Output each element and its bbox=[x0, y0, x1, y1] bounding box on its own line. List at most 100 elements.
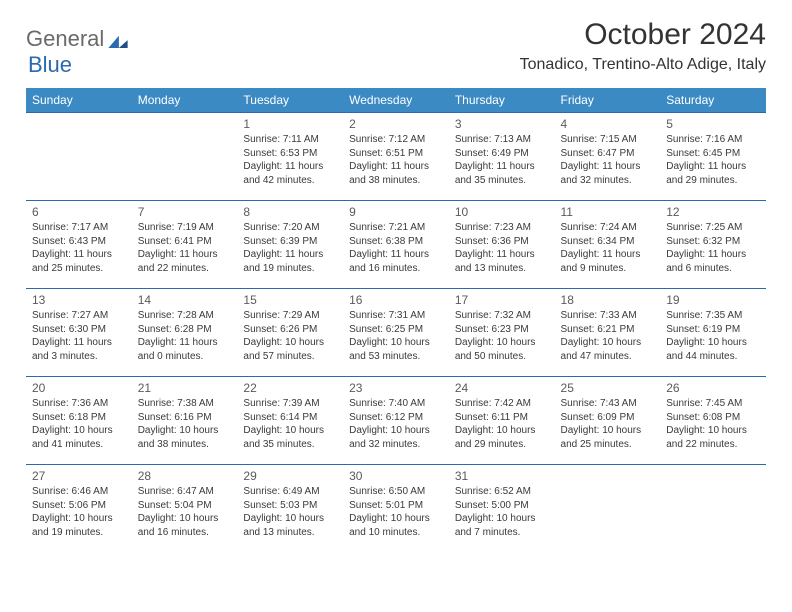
calendar-day-cell: 16Sunrise: 7:31 AMSunset: 6:25 PMDayligh… bbox=[343, 289, 449, 377]
calendar-day-cell: 17 Sunrise: 7:32 AMSunset: 6:23 PMDayligh… bbox=[449, 289, 555, 377]
daylight-text: Daylight: 10 hours and 19 minutes. bbox=[32, 512, 126, 539]
sunset-text: Sunset: 6:43 PM bbox=[32, 235, 126, 249]
sunrise-text: Sunrise: 7:39 AM bbox=[243, 397, 337, 411]
day-info: Sunrise: 6:52 AMSunset: 5:00 PMDaylight:… bbox=[455, 485, 549, 539]
calendar-week-row: 20Sunrise: 7:36 AMSunset: 6:18 PMDayligh… bbox=[26, 377, 766, 465]
sunset-text: Sunset: 6:14 PM bbox=[243, 411, 337, 425]
sunrise-text: Sunrise: 7:25 AM bbox=[666, 221, 760, 235]
daylight-text: Daylight: 10 hours and 10 minutes. bbox=[349, 512, 443, 539]
daylight-text: Daylight: 11 hours and 16 minutes. bbox=[349, 248, 443, 275]
day-header: Monday bbox=[132, 88, 238, 113]
sunrise-text: Sunrise: 7:24 AM bbox=[561, 221, 655, 235]
day-number: 9 bbox=[349, 205, 443, 219]
day-info: Sunrise: 6:46 AMSunset: 5:06 PMDaylight:… bbox=[32, 485, 126, 539]
daylight-text: Daylight: 11 hours and 25 minutes. bbox=[32, 248, 126, 275]
calendar-day-cell: 6Sunrise: 7:17 AMSunset: 6:43 PMDaylight… bbox=[26, 201, 132, 289]
day-number: 4 bbox=[561, 117, 655, 131]
daylight-text: Daylight: 11 hours and 22 minutes. bbox=[138, 248, 232, 275]
sunrise-text: Sunrise: 7:20 AM bbox=[243, 221, 337, 235]
daylight-text: Daylight: 11 hours and 38 minutes. bbox=[349, 160, 443, 187]
day-info: Sunrise: 7:11 AMSunset: 6:53 PMDaylight:… bbox=[243, 133, 337, 187]
daylight-text: Daylight: 10 hours and 50 minutes. bbox=[455, 336, 549, 363]
sunrise-text: Sunrise: 7:43 AM bbox=[561, 397, 655, 411]
calendar-week-row: 13Sunrise: 7:27 AMSunset: 6:30 PMDayligh… bbox=[26, 289, 766, 377]
calendar-day-cell: 9 Sunrise: 7:21 AMSunset: 6:38 PMDaylight… bbox=[343, 201, 449, 289]
daylight-text: Daylight: 10 hours and 22 minutes. bbox=[666, 424, 760, 451]
sunset-text: Sunset: 6:12 PM bbox=[349, 411, 443, 425]
day-number: 12 bbox=[666, 205, 760, 219]
title-block: October 2024 Tonadico, Trentino-Alto Adi… bbox=[520, 18, 766, 74]
day-number: 29 bbox=[243, 469, 337, 483]
day-number: 5 bbox=[666, 117, 760, 131]
header: GeneralBlue October 2024 Tonadico, Trent… bbox=[26, 18, 766, 78]
day-info: Sunrise: 7:28 AMSunset: 6:28 PMDaylight:… bbox=[138, 309, 232, 363]
day-info: Sunrise: 7:16 AMSunset: 6:45 PMDaylight:… bbox=[666, 133, 760, 187]
sunrise-text: Sunrise: 6:47 AM bbox=[138, 485, 232, 499]
calendar-empty-cell bbox=[26, 113, 132, 201]
day-header: Thursday bbox=[449, 88, 555, 113]
calendar-day-cell: 12Sunrise: 7:25 AMSunset: 6:32 PMDayligh… bbox=[660, 201, 766, 289]
day-info: Sunrise: 7:32 AMSunset: 6:23 PMDaylight:… bbox=[455, 309, 549, 363]
calendar-day-cell: 19Sunrise: 7:35 AMSunset: 6:19 PMDayligh… bbox=[660, 289, 766, 377]
sunrise-text: Sunrise: 7:35 AM bbox=[666, 309, 760, 323]
calendar-day-cell: 15Sunrise: 7:29 AMSunset: 6:26 PMDayligh… bbox=[237, 289, 343, 377]
day-info: Sunrise: 7:43 AMSunset: 6:09 PMDaylight:… bbox=[561, 397, 655, 451]
daylight-text: Daylight: 11 hours and 6 minutes. bbox=[666, 248, 760, 275]
calendar-day-cell: 13Sunrise: 7:27 AMSunset: 6:30 PMDayligh… bbox=[26, 289, 132, 377]
calendar-day-cell: 26Sunrise: 7:45 AMSunset: 6:08 PMDayligh… bbox=[660, 377, 766, 465]
sunrise-text: Sunrise: 7:16 AM bbox=[666, 133, 760, 147]
calendar-day-cell: 8Sunrise: 7:20 AMSunset: 6:39 PMDaylight… bbox=[237, 201, 343, 289]
sunrise-text: Sunrise: 7:36 AM bbox=[32, 397, 126, 411]
sunset-text: Sunset: 6:39 PM bbox=[243, 235, 337, 249]
calendar-week-row: 1Sunrise: 7:11 AMSunset: 6:53 PMDaylight… bbox=[26, 113, 766, 201]
sunset-text: Sunset: 5:03 PM bbox=[243, 499, 337, 513]
daylight-text: Daylight: 10 hours and 29 minutes. bbox=[455, 424, 549, 451]
day-info: Sunrise: 7:19 AMSunset: 6:41 PMDaylight:… bbox=[138, 221, 232, 275]
calendar-day-cell: 30Sunrise: 6:50 AMSunset: 5:01 PMDayligh… bbox=[343, 465, 449, 553]
day-number: 20 bbox=[32, 381, 126, 395]
calendar-day-cell: 21Sunrise: 7:38 AMSunset: 6:16 PMDayligh… bbox=[132, 377, 238, 465]
day-header: Wednesday bbox=[343, 88, 449, 113]
calendar-day-cell: 27 Sunrise: 6:46 AMSunset: 5:06 PMDayligh… bbox=[26, 465, 132, 553]
sunset-text: Sunset: 6:30 PM bbox=[32, 323, 126, 337]
sunrise-text: Sunrise: 7:38 AM bbox=[138, 397, 232, 411]
calendar-week-row: 27 Sunrise: 6:46 AMSunset: 5:06 PMDayligh… bbox=[26, 465, 766, 553]
logo-text-blue: Blue bbox=[28, 52, 72, 77]
day-number: 26 bbox=[666, 381, 760, 395]
location-subtitle: Tonadico, Trentino-Alto Adige, Italy bbox=[520, 56, 766, 74]
logo-text-general: General bbox=[26, 26, 104, 52]
day-number: 27 bbox=[32, 469, 126, 483]
daylight-text: Daylight: 10 hours and 41 minutes. bbox=[32, 424, 126, 451]
daylight-text: Daylight: 10 hours and 35 minutes. bbox=[243, 424, 337, 451]
day-info: Sunrise: 7:21 AMSunset: 6:38 PMDaylight:… bbox=[349, 221, 443, 275]
day-number: 11 bbox=[561, 205, 655, 219]
daylight-text: Daylight: 10 hours and 53 minutes. bbox=[349, 336, 443, 363]
day-number: 8 bbox=[243, 205, 337, 219]
day-info: Sunrise: 7:23 AMSunset: 6:36 PMDaylight:… bbox=[455, 221, 549, 275]
day-number: 17 bbox=[455, 293, 549, 307]
calendar-day-cell: 10Sunrise: 7:23 AMSunset: 6:36 PMDayligh… bbox=[449, 201, 555, 289]
sunset-text: Sunset: 6:53 PM bbox=[243, 147, 337, 161]
sunset-text: Sunset: 6:51 PM bbox=[349, 147, 443, 161]
calendar-day-cell: 3Sunrise: 7:13 AMSunset: 6:49 PMDaylight… bbox=[449, 113, 555, 201]
sunrise-text: Sunrise: 7:28 AM bbox=[138, 309, 232, 323]
daylight-text: Daylight: 11 hours and 0 minutes. bbox=[138, 336, 232, 363]
daylight-text: Daylight: 10 hours and 38 minutes. bbox=[138, 424, 232, 451]
calendar-day-cell: 25Sunrise: 7:43 AMSunset: 6:09 PMDayligh… bbox=[555, 377, 661, 465]
page-title: October 2024 bbox=[520, 18, 766, 52]
day-info: Sunrise: 7:17 AMSunset: 6:43 PMDaylight:… bbox=[32, 221, 126, 275]
day-number: 24 bbox=[455, 381, 549, 395]
sunrise-text: Sunrise: 7:15 AM bbox=[561, 133, 655, 147]
sunset-text: Sunset: 5:04 PM bbox=[138, 499, 232, 513]
daylight-text: Daylight: 11 hours and 35 minutes. bbox=[455, 160, 549, 187]
daylight-text: Daylight: 11 hours and 32 minutes. bbox=[561, 160, 655, 187]
daylight-text: Daylight: 10 hours and 13 minutes. bbox=[243, 512, 337, 539]
day-number: 28 bbox=[138, 469, 232, 483]
day-info: Sunrise: 7:15 AMSunset: 6:47 PMDaylight:… bbox=[561, 133, 655, 187]
sunrise-text: Sunrise: 7:17 AM bbox=[32, 221, 126, 235]
day-info: Sunrise: 7:13 AMSunset: 6:49 PMDaylight:… bbox=[455, 133, 549, 187]
day-info: Sunrise: 7:27 AMSunset: 6:30 PMDaylight:… bbox=[32, 309, 126, 363]
calendar-week-row: 6Sunrise: 7:17 AMSunset: 6:43 PMDaylight… bbox=[26, 201, 766, 289]
day-header: Friday bbox=[555, 88, 661, 113]
sunset-text: Sunset: 6:41 PM bbox=[138, 235, 232, 249]
